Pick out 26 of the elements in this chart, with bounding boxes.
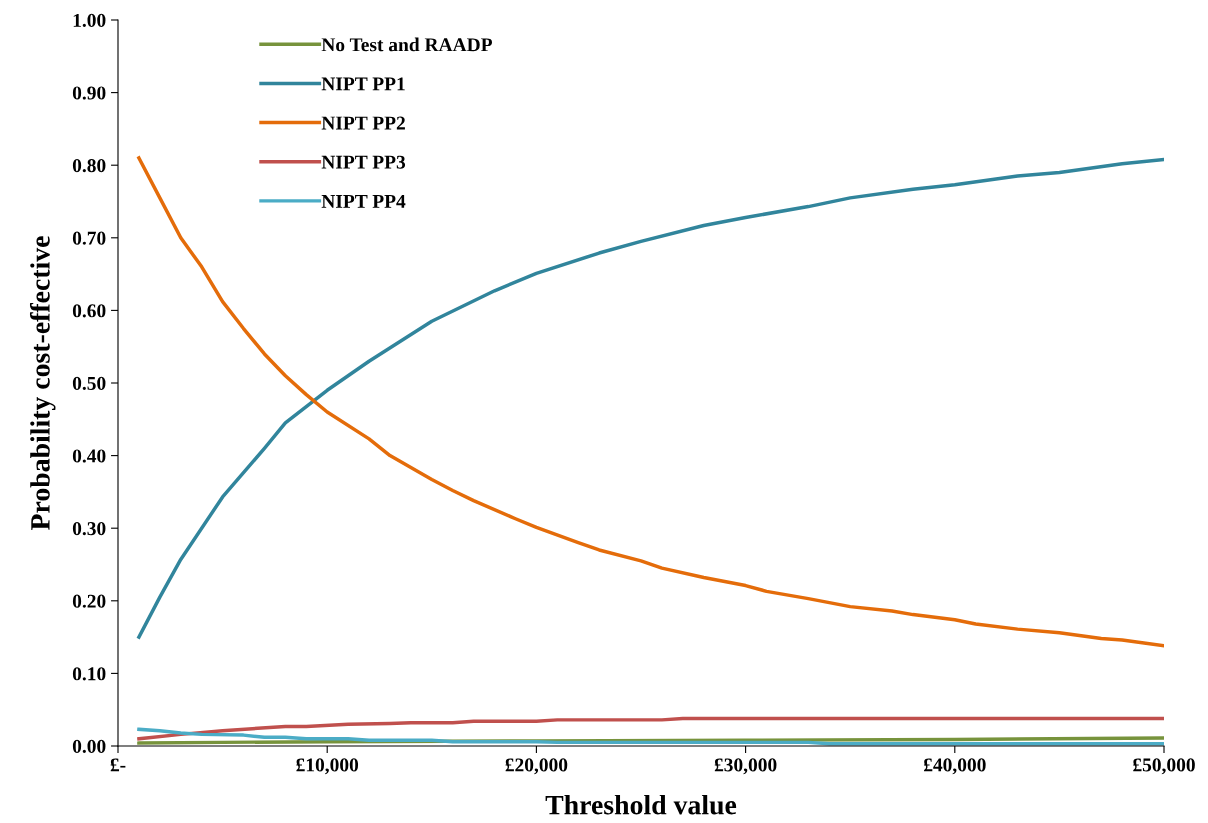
- y-tick-label: 0.80: [72, 159, 106, 173]
- y-tick-label: 1.00: [73, 13, 106, 28]
- legend-label: No Test and RAADP: [321, 37, 493, 52]
- y-tick-label: 0.20: [72, 594, 106, 608]
- x-tick-label: £10,000: [296, 758, 359, 775]
- legend-label: NIPT PP3: [321, 155, 406, 169]
- y-tick-label: 0.00: [72, 739, 106, 754]
- y-tick-label: 0.60: [72, 304, 106, 318]
- x-tick-label: £30,000: [714, 758, 777, 775]
- y-tick-label: 0.10: [72, 667, 106, 681]
- x-tick-label: £20,000: [505, 758, 568, 775]
- x-axis-title: Threshold value: [545, 794, 737, 815]
- legend-label: NIPT PP2: [321, 116, 405, 130]
- y-tick-label: 0.70: [72, 231, 106, 245]
- y-tick-label: 0.40: [72, 449, 106, 463]
- x-tick-label: £50,000: [1133, 758, 1195, 775]
- y-axis-title: Probability cost-effective: [29, 236, 56, 530]
- y-tick-label: 0.90: [72, 86, 106, 100]
- legend-label: NIPT PP4: [321, 194, 406, 208]
- y-tick-label: 0.30: [72, 522, 106, 536]
- y-tick-label: 0.50: [72, 376, 106, 391]
- line-series: [137, 727, 1164, 746]
- x-tick-label: £40,000: [923, 758, 986, 775]
- x-tick-label: £-: [110, 758, 126, 772]
- line-series: [137, 716, 1164, 741]
- legend-label: NIPT PP1: [321, 77, 405, 91]
